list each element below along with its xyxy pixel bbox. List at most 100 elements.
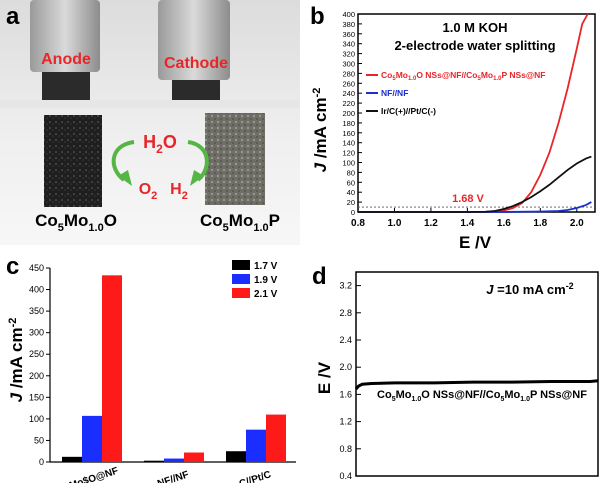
x-tick-label: 1.6 bbox=[497, 218, 511, 229]
legend-entry: Ir/C(+)//Pt/C(-) bbox=[381, 106, 436, 116]
y-tick-label: 100 bbox=[29, 414, 44, 424]
panel-b-chart: b 0.8 1.0 1.2 1.4 1.6 1.8 2.0 02040608010012014… bbox=[310, 3, 596, 252]
bar bbox=[82, 415, 102, 462]
panel-a-letter: a bbox=[6, 3, 20, 30]
panel-a: a Anode Cathode H2O O2 H2 Co5Mo1.0O Co5M… bbox=[0, 0, 300, 245]
y-tick-label: 280 bbox=[342, 69, 355, 78]
anode-clip-bottom bbox=[42, 72, 90, 100]
y-tick-label: 20 bbox=[347, 198, 355, 207]
y-tick-label: 0.4 bbox=[339, 471, 352, 481]
y-tick-label: 2.0 bbox=[339, 362, 352, 372]
y-tick-label: 200 bbox=[29, 371, 44, 381]
y-tick-label: 50 bbox=[34, 435, 44, 445]
oxygen-formula: O2 bbox=[139, 181, 158, 202]
cathode-material-label: Co5Mo1.0P bbox=[200, 211, 280, 234]
x-tick-label: 2.0 bbox=[570, 218, 584, 229]
y-tick-label: 260 bbox=[342, 79, 355, 88]
anode-clip bbox=[30, 0, 100, 72]
category-label: C//Pt/C bbox=[238, 469, 273, 483]
anode-electrode bbox=[44, 115, 102, 207]
cathode-label: Cathode bbox=[164, 55, 228, 72]
y-tick-label: 40 bbox=[347, 188, 355, 197]
y-tick-label: 160 bbox=[342, 129, 355, 138]
onset-voltage-annotation: 1.68 V bbox=[452, 193, 484, 205]
bar bbox=[184, 452, 204, 462]
y-tick-label: 80 bbox=[347, 168, 355, 177]
y-axis-label: J /mA cm-2 bbox=[311, 88, 330, 173]
y-tick-label: 1.6 bbox=[339, 389, 352, 399]
y-tick-label: 1.2 bbox=[339, 417, 352, 427]
y-tick-label: 120 bbox=[342, 149, 355, 158]
legend-swatch bbox=[232, 274, 250, 284]
legend-entry: 1.9 V bbox=[254, 275, 278, 286]
series-legend: Co5Mo1.0O NSs@NF//Co5Mo1.0P NSs@NF bbox=[377, 389, 587, 403]
y-tick-label: 240 bbox=[342, 89, 355, 98]
panel-b: b 0.8 1.0 1.2 1.4 1.6 1.8 2.0 0 20 40 60 80 100 120 14… bbox=[300, 0, 600, 252]
x-tick-label: 1.4 bbox=[460, 218, 474, 229]
y-tick-label: 340 bbox=[342, 40, 355, 49]
y-tick-label: 0 bbox=[351, 208, 355, 217]
bar bbox=[144, 460, 164, 462]
category-label: NF//NF bbox=[156, 469, 190, 483]
series-line bbox=[358, 155, 592, 213]
panel-b-letter: b bbox=[310, 3, 325, 30]
y-axis-label: J /mA cm-2 bbox=[7, 318, 26, 403]
y-tick-label: 100 bbox=[342, 159, 355, 168]
y-tick-label: 0 bbox=[39, 457, 44, 467]
cathode-electrode bbox=[205, 113, 265, 205]
panel-a-photo: a Anode Cathode H2O O2 H2 Co5Mo1.0O Co5M… bbox=[0, 0, 300, 245]
y-tick-label: 3.2 bbox=[339, 281, 352, 291]
bar bbox=[164, 458, 184, 462]
y-tick-label: 300 bbox=[29, 328, 44, 338]
bar bbox=[62, 456, 82, 462]
y-tick-label: 450 bbox=[29, 263, 44, 273]
panel-d-chart: d 0.4 0.8 1.2 1.6 2.0 2.4 2.8 3.2 J =10 mA cm-2… bbox=[312, 263, 599, 481]
y-tick-label: 220 bbox=[342, 99, 355, 108]
y-tick-label: 150 bbox=[29, 392, 44, 402]
current-density-annotation: J =10 mA cm-2 bbox=[486, 281, 573, 297]
y-tick-label: 180 bbox=[342, 119, 355, 128]
panel-c-chart: c 0 50 100 150 200 250 300 350 400 450 $Mo$O@NF NF… bbox=[6, 253, 296, 488]
category-label: $Mo$O@NF bbox=[63, 466, 120, 483]
y-tick-label: 0.8 bbox=[339, 444, 352, 454]
panel-c: c 0 50 100 150 200 250 300 350 400 450 $Mo$O@NF NF… bbox=[0, 250, 300, 488]
legend-swatch bbox=[232, 260, 250, 270]
x-axis-label: E /V bbox=[459, 233, 492, 250]
legend-entry: NF//NF bbox=[381, 88, 408, 98]
y-tick-label: 400 bbox=[29, 285, 44, 295]
beaker-wall bbox=[0, 100, 300, 108]
x-tick-label: 1.8 bbox=[533, 218, 547, 229]
y-tick-label: 350 bbox=[29, 306, 44, 316]
cathode-clip bbox=[158, 0, 230, 80]
legend-entry: Co5Mo1.0O NSs@NF//Co5Mo1.0P NSs@NF bbox=[381, 70, 546, 82]
y-tick-label: 250 bbox=[29, 349, 44, 359]
y-tick-label: 140 bbox=[342, 139, 355, 148]
y-tick-label: 320 bbox=[342, 50, 355, 59]
y-tick-label: 200 bbox=[342, 109, 355, 118]
x-tick-label: 1.2 bbox=[424, 218, 438, 229]
legend-entry: 2.1 V bbox=[254, 289, 278, 300]
x-tick-label: 0.8 bbox=[351, 218, 365, 229]
y-tick-label: 360 bbox=[342, 30, 355, 39]
y-tick-label: 300 bbox=[342, 60, 355, 69]
water-formula: H2O bbox=[143, 132, 177, 156]
bar bbox=[266, 414, 286, 462]
panel-c-letter: c bbox=[6, 253, 19, 280]
anode-label: Anode bbox=[41, 51, 91, 68]
plot-frame bbox=[355, 271, 599, 477]
y-tick-label: 2.8 bbox=[339, 308, 352, 318]
legend-entry: 1.7 V bbox=[254, 261, 278, 272]
bar bbox=[102, 275, 122, 462]
y-tick-label: 380 bbox=[342, 20, 355, 29]
y-axis-label: E /V bbox=[315, 361, 334, 394]
y-tick-label: 400 bbox=[342, 10, 355, 19]
panel-d: d 0.4 0.8 1.2 1.6 2.0 2.4 2.8 3.2 J =10 mA cm-2… bbox=[300, 250, 600, 483]
y-tick-label: 2.4 bbox=[339, 335, 352, 345]
series-line bbox=[354, 379, 599, 390]
x-tick-label: 1.0 bbox=[388, 218, 402, 229]
hydrogen-formula: H2 bbox=[170, 181, 188, 202]
bar bbox=[226, 451, 246, 462]
legend-swatch bbox=[232, 288, 250, 298]
arrow-to-oxygen-head bbox=[118, 170, 132, 186]
chart-title-line1: 1.0 M KOH bbox=[442, 20, 507, 35]
